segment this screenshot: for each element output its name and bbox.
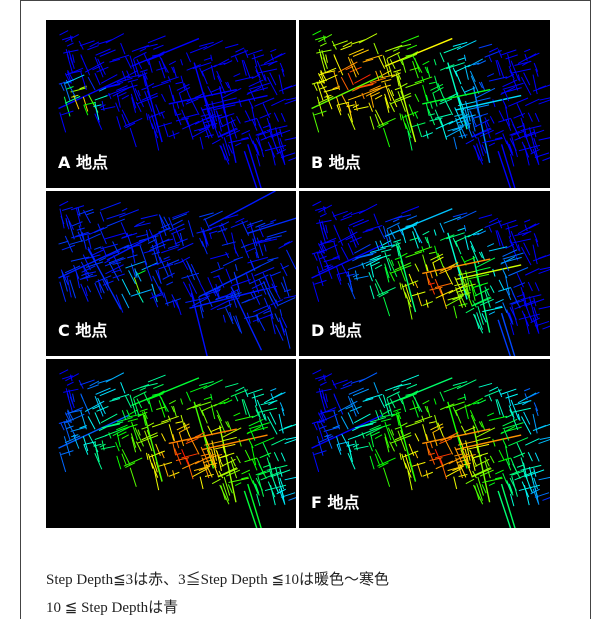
point-label: B 地点 [311,153,361,172]
figure: A 地点 B 地点 C 地点 D 地点 F 地点 Step Depth≦3は赤、3≦St… [0,0,611,619]
point-label: C 地点 [58,321,107,340]
map-panel: F 地点 [299,359,561,566]
map-panel [46,359,307,566]
caption-line: 10 ≦ Step Depthは青 [46,599,178,616]
map-panel: C 地点 [46,191,323,370]
point-label: A 地点 [58,153,108,172]
page: A 地点 B 地点 C 地点 D 地点 F 地点 Step Depth≦3は赤、3≦St… [0,0,611,619]
point-label: F 地点 [311,493,360,512]
map-grid: A 地点 B 地点 C 地点 D 地点 F 地点 [46,20,561,566]
point-label: D 地点 [311,321,362,340]
caption-line: Step Depth≦3は赤、3≦Step Depth ≦10は暖色〜寒色 [46,570,389,588]
